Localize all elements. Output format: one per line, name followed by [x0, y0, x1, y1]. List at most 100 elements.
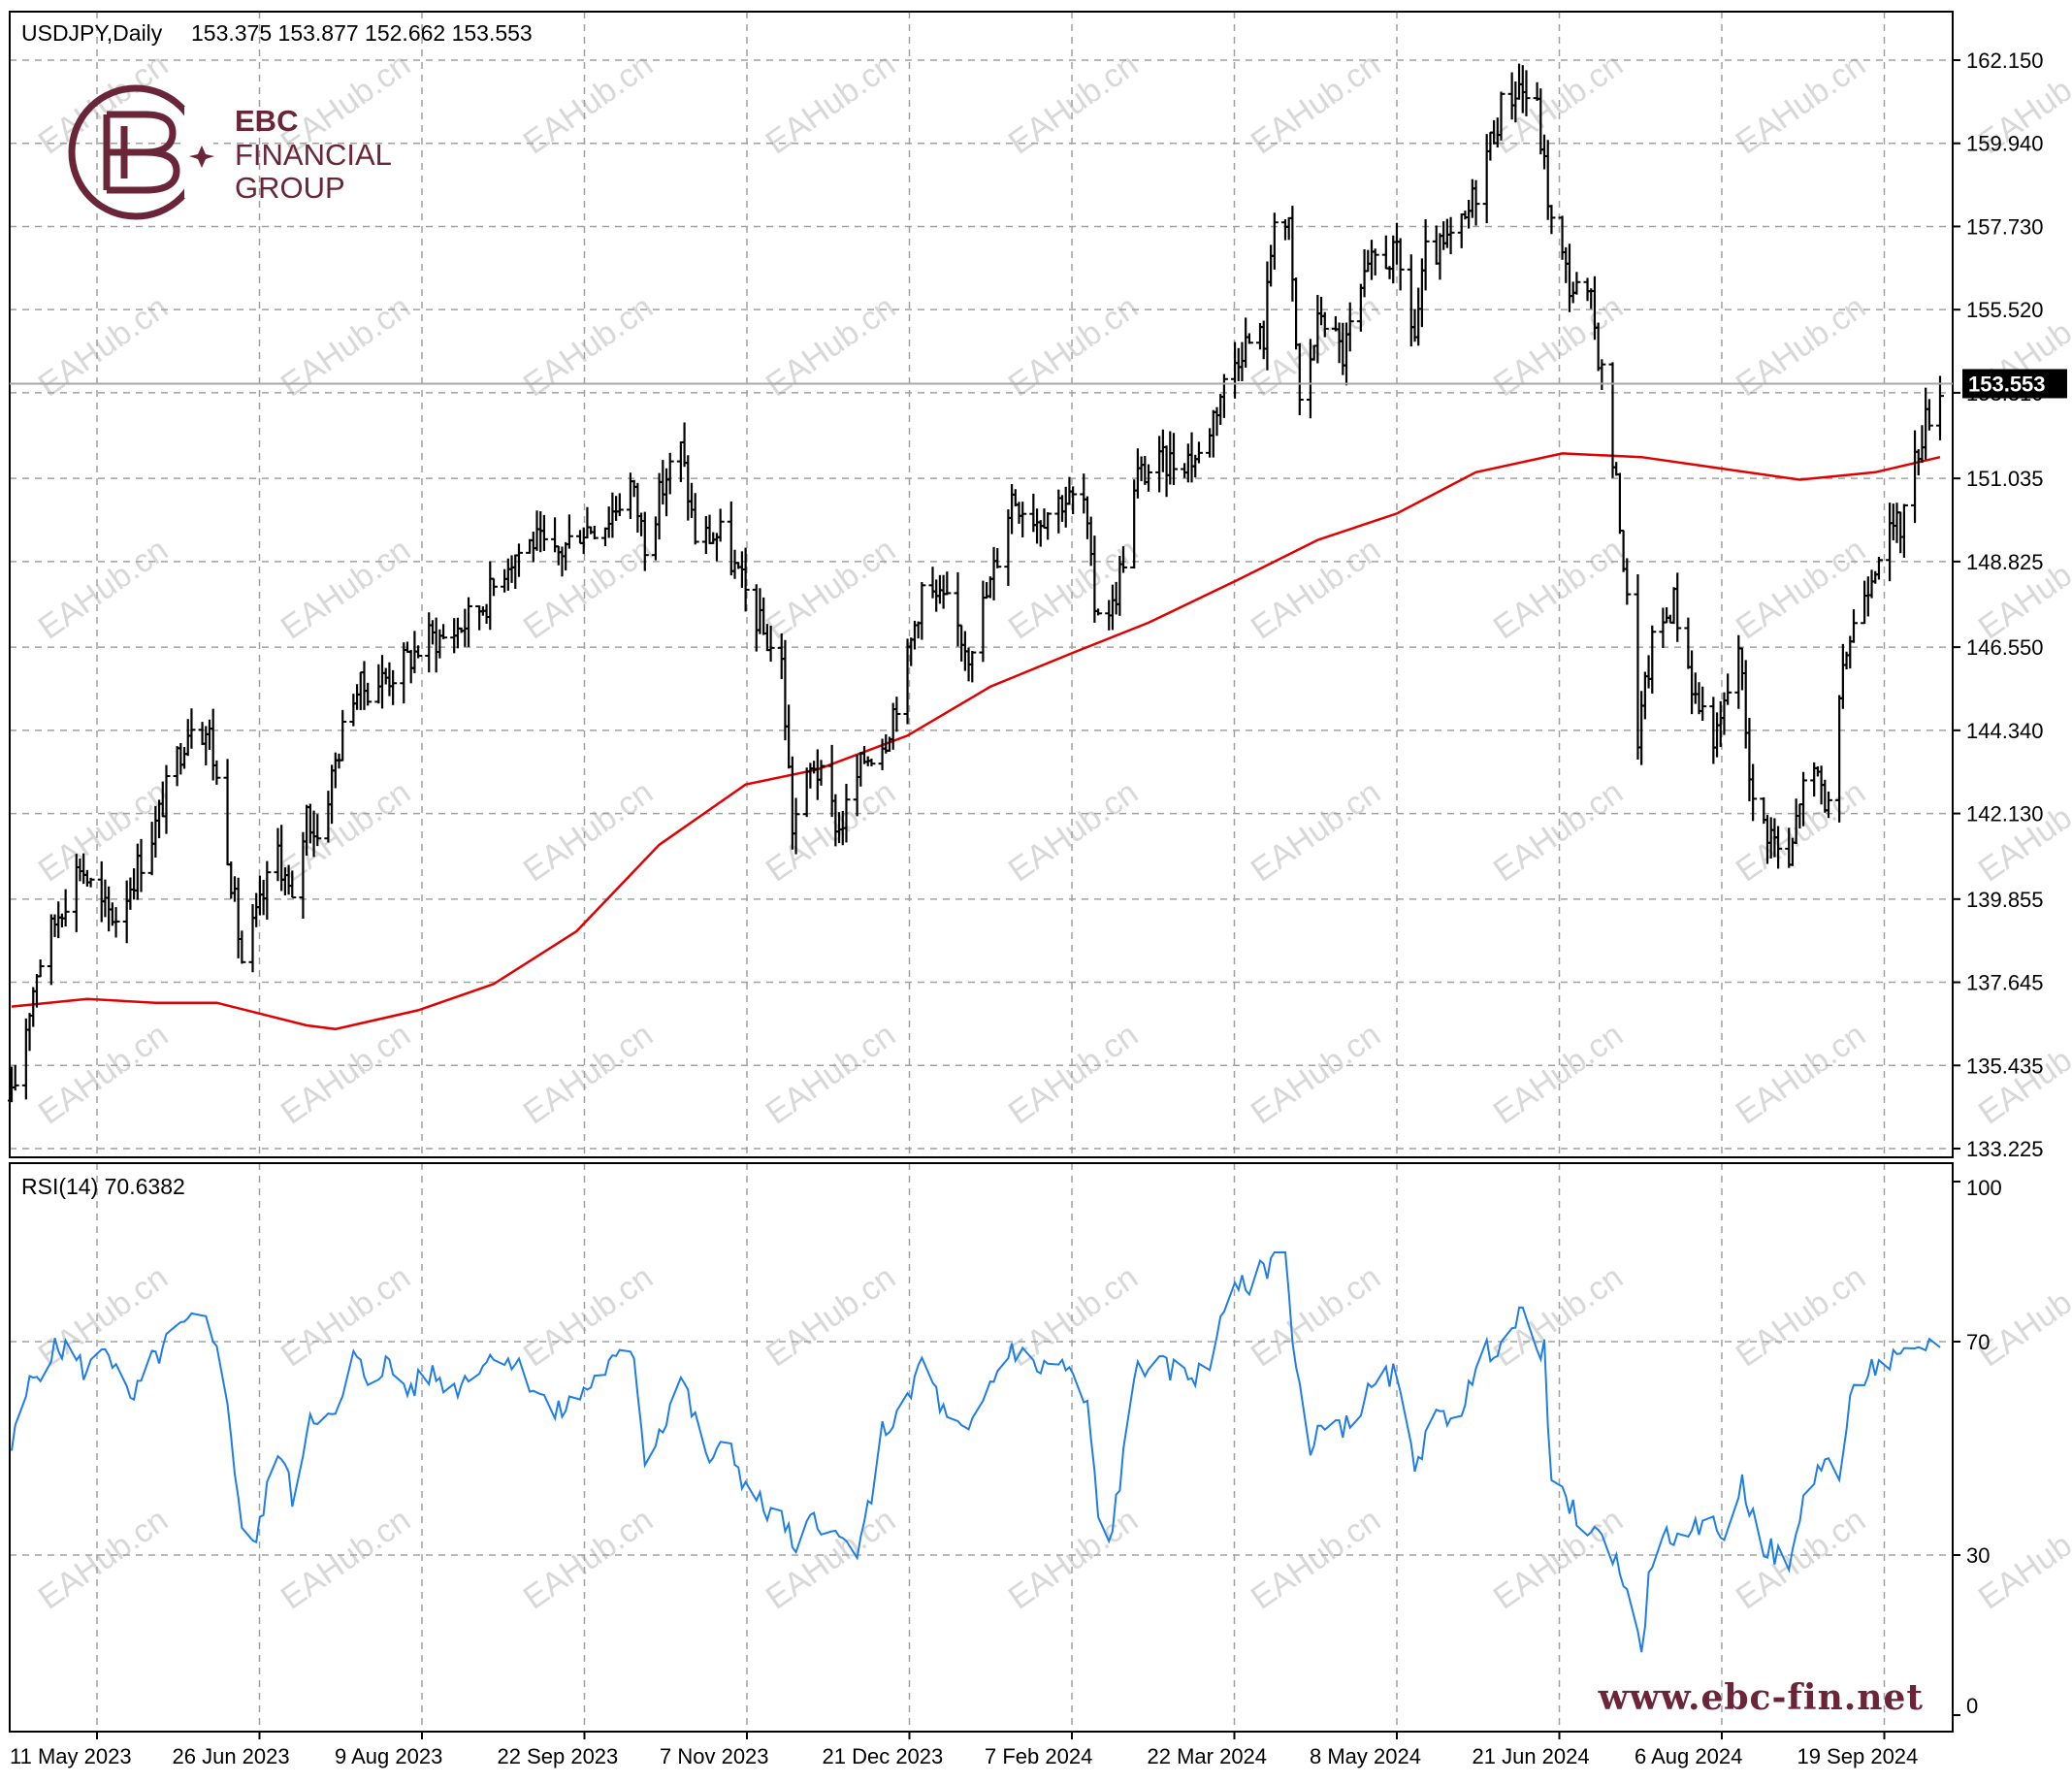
price-bar — [1472, 179, 1480, 226]
price-bar — [943, 571, 952, 596]
price-bar — [539, 514, 548, 551]
price-tick-label: 144.340 — [1966, 719, 2044, 743]
time-tick-label: 6 Aug 2024 — [1635, 1744, 1742, 1768]
rsi-grid — [10, 1163, 1953, 1732]
price-bar — [565, 514, 573, 549]
price-bar — [1749, 763, 1758, 822]
price-bar — [1119, 546, 1128, 573]
moving-average-layer — [11, 452, 1941, 1031]
price-bar — [162, 764, 171, 834]
moving-average-line — [11, 452, 1941, 1031]
price-tick-label: 137.645 — [1966, 971, 2044, 995]
price-bar — [716, 508, 725, 542]
rsi-panel-frame — [9, 1162, 1954, 1733]
price-tick-label: 139.855 — [1966, 888, 2044, 912]
price-bar — [1169, 433, 1178, 485]
price-bar — [36, 959, 45, 978]
price-bar — [1547, 205, 1556, 235]
logo-text-group: GROUP — [235, 171, 345, 205]
price-bar — [1345, 302, 1354, 352]
ebc-logo: EBC FINANCIAL GROUP — [68, 84, 392, 220]
price-bar — [640, 511, 649, 571]
price-bar — [112, 907, 120, 938]
price-bar — [1497, 91, 1505, 141]
price-bar — [1572, 272, 1581, 295]
price-bar — [1194, 441, 1203, 464]
price-bar — [1936, 375, 1944, 440]
rsi-tick-label: 30 — [1966, 1543, 1990, 1568]
rsi-tick-label: 0 — [1966, 1694, 1978, 1718]
price-bar — [1069, 486, 1078, 514]
price-bar — [892, 697, 901, 732]
price-bar — [313, 814, 322, 847]
price-bar — [389, 669, 398, 705]
price-bar — [61, 889, 70, 927]
time-tick-label: 11 May 2023 — [10, 1744, 132, 1768]
time-tick-label: 22 Sep 2023 — [498, 1744, 619, 1768]
price-bar — [867, 759, 876, 766]
time-tick-label: 26 Jun 2023 — [173, 1744, 290, 1768]
price-bar — [339, 709, 347, 762]
price-tick-label: 155.520 — [1966, 298, 2044, 322]
time-tick-label: 7 Nov 2023 — [660, 1744, 769, 1768]
price-bar — [187, 708, 196, 749]
logo-text-ebc: EBC — [235, 104, 298, 138]
price-bar — [439, 624, 448, 639]
price-bar — [665, 452, 674, 495]
price-bar — [1648, 625, 1657, 695]
price-bar — [1219, 373, 1228, 418]
rsi-title: RSI(14) 70.6382 — [21, 1174, 185, 1199]
price-bar — [414, 645, 423, 659]
price-bar — [1446, 216, 1455, 255]
price-bar — [1371, 248, 1379, 276]
price-bar — [1825, 791, 1833, 819]
price-bar — [1145, 464, 1153, 492]
price-bars-layer — [8, 63, 1944, 1103]
price-bar — [1421, 219, 1430, 291]
time-axis: 11 May 2023 26 Jun 2023 9 Aug 2023 22 Sep 2… — [10, 1732, 1918, 1768]
ohlc-readout: 153.375 153.877 152.662 153.553 — [191, 20, 533, 46]
price-bar — [1925, 399, 1933, 431]
price-bar — [817, 760, 826, 786]
last-price-marker: 153.553 — [10, 369, 2067, 399]
price-bar — [1270, 212, 1279, 270]
price-tick-label: 162.150 — [1966, 49, 2044, 73]
price-bar — [1094, 608, 1103, 616]
logo-monogram-icon — [103, 111, 180, 194]
price-bar — [11, 1064, 19, 1091]
rsi-axis: 100 70 30 0 — [1953, 1176, 2002, 1718]
price-tick-label: 135.435 — [1966, 1054, 2044, 1078]
time-tick-label: 21 Dec 2023 — [823, 1744, 944, 1768]
price-bar — [1724, 673, 1732, 705]
price-bar — [1522, 70, 1531, 116]
time-tick-label: 22 Mar 2024 — [1148, 1744, 1268, 1768]
price-bar — [1320, 311, 1329, 338]
rsi-tick-label: 100 — [1966, 1176, 2002, 1200]
price-bar — [1673, 572, 1682, 642]
price-bar — [490, 577, 498, 597]
price-bar — [968, 650, 977, 683]
rsi-line — [11, 1250, 1941, 1653]
price-bar — [766, 626, 775, 663]
price-bar — [1623, 558, 1632, 605]
price-bar — [1044, 512, 1052, 540]
price-bar — [1874, 557, 1883, 580]
rsi-tick-label: 70 — [1966, 1330, 1990, 1354]
price-bar — [615, 493, 624, 517]
price-bar — [918, 581, 926, 640]
price-bar — [263, 860, 272, 921]
price-grid — [10, 12, 1953, 1157]
price-tick-label: 142.130 — [1966, 802, 2044, 827]
rsi-layer — [11, 1250, 1941, 1653]
price-bar — [465, 597, 473, 647]
price-bar — [1019, 502, 1027, 537]
price-bar — [1899, 503, 1908, 558]
price-tick-label: 159.940 — [1966, 132, 2044, 156]
last-price-label: 153.553 — [1968, 372, 2046, 396]
price-tick-label: 133.225 — [1966, 1137, 2044, 1161]
website-url: www.ebc-fin.net — [1598, 1677, 1924, 1718]
price-tick-label: 157.730 — [1966, 214, 2044, 239]
time-tick-label: 7 Feb 2024 — [985, 1744, 1092, 1768]
price-bar — [1245, 333, 1253, 344]
